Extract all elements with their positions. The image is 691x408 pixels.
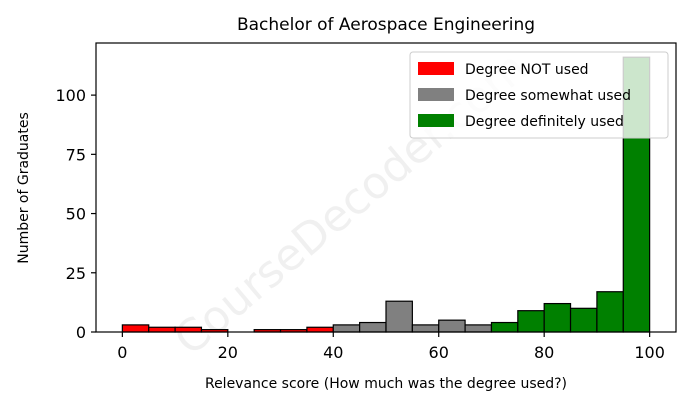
x-axis-label: Relevance score (How much was the degree… bbox=[205, 376, 567, 392]
x-tick-label-20: 20 bbox=[218, 343, 238, 362]
bar-65 bbox=[464, 324, 493, 333]
legend-box bbox=[409, 51, 669, 139]
x-tick-label-60: 60 bbox=[429, 343, 449, 362]
x-tick-label-40: 40 bbox=[323, 343, 343, 362]
bar-5 bbox=[148, 326, 176, 333]
bar-85 bbox=[569, 307, 598, 333]
bar-45 bbox=[359, 321, 387, 333]
bar-0 bbox=[121, 324, 150, 333]
bar-35 bbox=[306, 326, 334, 333]
y-tick-label-100: 100 bbox=[55, 86, 86, 105]
bar-50 bbox=[385, 300, 413, 333]
legend: Degree NOT used Degree somewhat used Degre… bbox=[409, 51, 669, 139]
x-tick-label-80: 80 bbox=[534, 343, 554, 362]
x-tick-label-0: 0 bbox=[117, 343, 127, 362]
legend-label-definitely: Degree definitely used bbox=[465, 114, 624, 130]
legend-swatch-definitely bbox=[418, 114, 454, 127]
plot-frame bbox=[95, 42, 677, 333]
bar-10 bbox=[174, 326, 203, 333]
bar-40 bbox=[332, 324, 361, 333]
legend-label-not: Degree NOT used bbox=[465, 62, 589, 78]
x-tick-label-100: 100 bbox=[634, 343, 665, 362]
bar-80 bbox=[543, 302, 572, 333]
chart-title: Bachelor of Aerospace Engineering bbox=[237, 15, 535, 35]
bar-60 bbox=[438, 319, 466, 333]
y-tick-label-25: 25 bbox=[66, 264, 86, 283]
y-tick-label-0: 0 bbox=[76, 323, 86, 342]
bar-75 bbox=[517, 310, 545, 333]
y-axis-label: Number of Graduates bbox=[16, 112, 32, 264]
bar-70 bbox=[490, 321, 519, 333]
legend-label-somewhat: Degree somewhat used bbox=[465, 88, 631, 104]
legend-swatch-not bbox=[418, 62, 454, 75]
y-tick-label-75: 75 bbox=[66, 145, 86, 164]
y-tick-label-50: 50 bbox=[66, 205, 86, 224]
bar-90 bbox=[596, 291, 624, 333]
legend-swatch-somewhat bbox=[418, 88, 454, 101]
axes-group: 0 20 40 60 80 100 0 25 50 75 100 bbox=[55, 42, 677, 362]
bar-55 bbox=[411, 324, 440, 333]
